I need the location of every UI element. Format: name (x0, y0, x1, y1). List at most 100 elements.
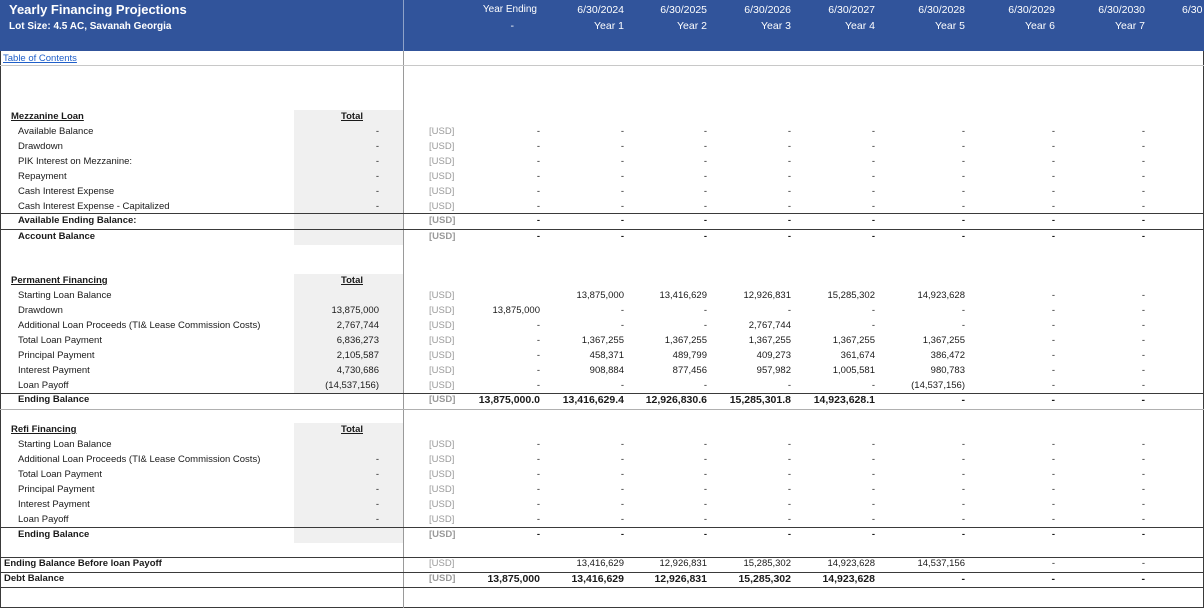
year-value: - (1051, 305, 1055, 316)
year-value: - (536, 439, 540, 450)
year-value: - (961, 215, 965, 226)
year-value: - (1141, 380, 1145, 391)
year-value: - (961, 201, 965, 212)
year-value: - (1051, 454, 1055, 465)
column-header-year: Year 7 (1115, 20, 1145, 32)
year-value: - (961, 231, 965, 242)
year-value: - (871, 215, 875, 226)
year-value: - (1141, 365, 1145, 376)
total-column-header: Total (341, 275, 363, 286)
year-value: - (961, 529, 965, 540)
unit-label: [USD] (429, 439, 455, 450)
year-value: - (1051, 215, 1055, 226)
year-value: - (620, 156, 624, 167)
year-value: - (871, 380, 875, 391)
year-value: - (536, 469, 540, 480)
year-value: - (703, 380, 707, 391)
row-total: - (375, 514, 379, 525)
year-value: - (620, 320, 624, 331)
year-value: - (1051, 186, 1055, 197)
year-value: 1,367,255 (922, 335, 965, 346)
year-value: 1,367,255 (664, 335, 707, 346)
year-value: - (1051, 499, 1055, 510)
year-value: - (1051, 439, 1055, 450)
year-value: - (1141, 439, 1145, 450)
year-value: - (620, 439, 624, 450)
year-value: 12,926,831 (743, 290, 791, 301)
row-label: Total Loan Payment (18, 335, 102, 346)
row-label: Drawdown (18, 305, 63, 316)
table-row: Interest Payment 4,730,686 [USD] - 908,884 87… (0, 364, 1204, 379)
row-label: Drawdown (18, 141, 63, 152)
row-label: Account Balance (18, 231, 96, 242)
year-value: 458,371 (589, 350, 624, 361)
table-row: Total Loan Payment - [USD] - - - - - - - - (0, 468, 1204, 483)
year-value: - (703, 231, 707, 242)
year-value: - (703, 215, 707, 226)
year-value: - (703, 305, 707, 316)
year-value: - (620, 529, 624, 540)
unit-label: [USD] (429, 514, 455, 525)
column-divider (403, 51, 404, 608)
year-value: - (536, 156, 540, 167)
column-header-date: 6/30/2026 (744, 4, 791, 16)
row-label: Cash Interest Expense - Capitalized (18, 201, 170, 212)
year-value: 361,674 (840, 350, 875, 361)
year-value: 13,875,000 (492, 305, 540, 316)
year-value: 13,416,629 (576, 558, 624, 569)
year-value: - (871, 469, 875, 480)
year-value: - (620, 305, 624, 316)
debt-balance-row: Debt Balance [USD] 13,875,000 13,416,629 12,… (0, 572, 1204, 587)
year-value: - (620, 141, 624, 152)
year-value: - (1141, 454, 1145, 465)
unit-label: [USD] (429, 499, 455, 510)
year-value: - (536, 126, 540, 137)
year-value: 1,005,581 (832, 365, 875, 376)
year-value: - (961, 439, 965, 450)
column-header-year: - (510, 20, 515, 32)
year-value: - (961, 171, 965, 182)
column-header-date: 6/30/2027 (828, 4, 875, 16)
column-header-year: Year 6 (1025, 20, 1055, 32)
year-value: 14,537,156 (917, 558, 965, 569)
row-label: Loan Payoff (18, 514, 69, 525)
column-header-date: 6/30/2028 (918, 4, 965, 16)
year-value: - (1051, 290, 1055, 301)
column-header-year: Year 3 (761, 20, 791, 32)
year-value: - (871, 201, 875, 212)
table-row: Principal Payment - [USD] - - - - - - - - (0, 483, 1204, 498)
year-value: 13,416,629 (659, 290, 707, 301)
year-value: - (1141, 305, 1145, 316)
before-payoff-row: Ending Balance Before loan Payoff [USD] 13… (0, 557, 1204, 572)
year-value: - (787, 215, 791, 226)
unit-label: [USD] (429, 335, 455, 346)
year-value: 15,285,302 (827, 290, 875, 301)
unit-label: [USD] (429, 215, 456, 226)
table-of-contents-link[interactable]: Table of Contents (3, 53, 77, 64)
row-divider (0, 393, 1204, 394)
year-value: - (961, 126, 965, 137)
row-total: 4,730,686 (336, 365, 379, 376)
unit-label: [USD] (429, 320, 455, 331)
year-value: - (703, 469, 707, 480)
year-value: - (620, 454, 624, 465)
year-value: 15,285,301.8 (729, 394, 791, 406)
row-total: 2,767,744 (336, 320, 379, 331)
page-title: Yearly Financing Projections (9, 2, 187, 17)
row-divider (0, 213, 1204, 214)
table-row: Drawdown 13,875,000 [USD] 13,875,000 - - - - - - - (0, 304, 1204, 319)
year-value: - (1051, 394, 1056, 406)
year-value: 386,472 (930, 350, 965, 361)
row-label: PIK Interest on Mezzanine: (18, 156, 133, 167)
year-value: - (787, 380, 791, 391)
year-value: - (703, 320, 707, 331)
year-value: - (871, 484, 875, 495)
row-total: - (375, 156, 379, 167)
year-value: 957,982 (756, 365, 791, 376)
year-value: - (703, 529, 707, 540)
year-value: - (961, 573, 966, 585)
row-total: 2,105,587 (336, 350, 379, 361)
row-label: Principal Payment (18, 350, 95, 361)
year-value: - (620, 126, 624, 137)
year-value: - (703, 514, 707, 525)
